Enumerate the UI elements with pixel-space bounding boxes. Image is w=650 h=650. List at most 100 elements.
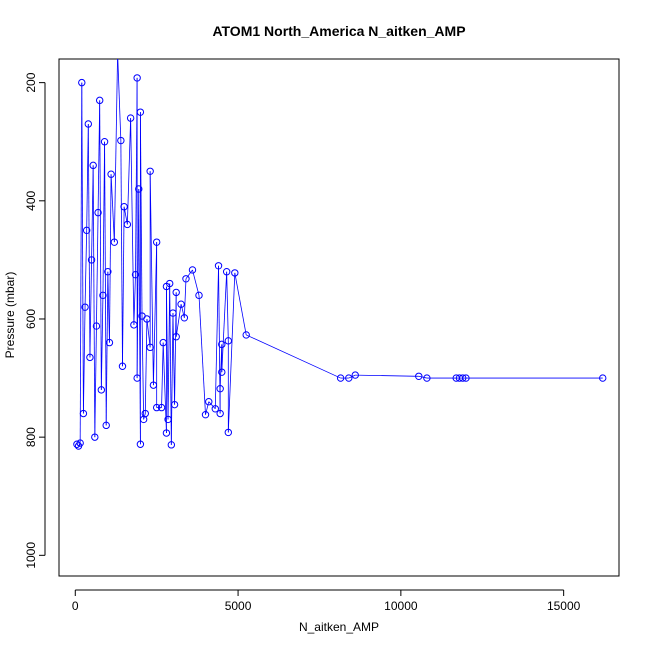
series-segment	[218, 265, 221, 414]
data-point	[107, 170, 115, 178]
series-segment	[141, 316, 145, 420]
series-segment	[185, 269, 193, 280]
series-segment	[234, 272, 247, 336]
data-point	[99, 291, 107, 300]
series-segment	[117, 59, 122, 141]
data-point	[172, 333, 180, 341]
series-segment	[208, 401, 216, 410]
x-tick-label: 0	[72, 599, 79, 613]
series-segment	[79, 82, 83, 444]
data-point	[82, 226, 91, 235]
data-point	[180, 314, 189, 322]
y-tick-label: 1000	[24, 542, 38, 569]
data-point	[120, 203, 128, 211]
y-axis-label: Pressure (mbar)	[3, 272, 17, 359]
series-segment	[130, 118, 135, 325]
data-point	[118, 362, 127, 370]
data-point	[224, 428, 233, 437]
data-point	[78, 78, 86, 87]
x-axis-label: N_aitken_AMP	[299, 620, 379, 634]
series-segment	[109, 174, 112, 343]
data-point	[455, 374, 464, 382]
series-segment	[122, 206, 125, 367]
data-point	[345, 374, 353, 382]
data-point	[81, 303, 89, 311]
series-segment	[135, 77, 138, 275]
series-segment	[174, 292, 177, 405]
series-segment	[144, 318, 148, 414]
data-point	[94, 208, 102, 217]
data-point	[218, 368, 226, 376]
data-point	[136, 108, 145, 116]
series-segment	[126, 118, 132, 225]
series-segment	[162, 342, 167, 434]
data-point	[104, 268, 112, 276]
data-point	[599, 374, 607, 382]
data-point	[130, 321, 138, 329]
data-point	[157, 403, 166, 412]
series-segment	[97, 100, 101, 213]
y-tick-label: 400	[24, 190, 38, 210]
data-point	[87, 256, 96, 264]
data-point	[423, 374, 431, 382]
data-point	[97, 386, 106, 394]
data-point	[110, 238, 119, 246]
data-point	[222, 268, 231, 276]
data-point	[164, 415, 172, 424]
series-segment	[214, 265, 219, 409]
series-segment	[226, 271, 229, 341]
series-segment	[205, 401, 210, 415]
series-lines	[76, 59, 603, 447]
series-segment	[146, 318, 151, 348]
x-tick-label: 15000	[547, 599, 581, 613]
series-segment	[192, 269, 200, 296]
series-segment	[175, 304, 182, 337]
series-segment	[161, 342, 164, 408]
series-segment	[99, 100, 102, 390]
series-segment	[104, 141, 107, 426]
data-point	[146, 167, 154, 175]
data-point	[123, 220, 132, 229]
y-tick-label: 200	[24, 72, 38, 92]
data-point	[205, 397, 213, 406]
data-point	[105, 338, 114, 347]
data-point	[131, 270, 140, 279]
data-point	[91, 433, 99, 441]
series-segment	[170, 313, 174, 445]
series-segment	[149, 171, 154, 386]
series-segment	[355, 374, 419, 377]
chart-title: ATOM1 North_America N_aitken_AMP	[212, 23, 465, 39]
data-point	[231, 269, 239, 277]
data-point	[214, 262, 223, 270]
data-point	[149, 381, 158, 389]
series-segment	[110, 174, 115, 243]
data-point	[146, 343, 154, 352]
series-segment	[183, 278, 187, 318]
data-point	[86, 353, 94, 362]
x-tick-label: 10000	[384, 599, 418, 613]
data-point	[138, 312, 146, 320]
data-point	[216, 409, 224, 418]
series-segment	[153, 242, 158, 386]
data-point	[242, 331, 250, 339]
data-point	[216, 384, 224, 393]
data-point	[169, 309, 177, 317]
data-point	[177, 300, 185, 308]
series-segment	[96, 212, 99, 327]
data-point	[139, 415, 148, 424]
data-point	[218, 340, 226, 349]
data-point	[172, 288, 180, 297]
data-point	[117, 136, 125, 145]
series-segment	[219, 344, 223, 389]
series-segment	[91, 165, 94, 260]
data-point	[92, 322, 101, 330]
data-point	[162, 282, 171, 291]
data-point	[126, 114, 135, 122]
series-segment	[221, 271, 228, 373]
data-point	[159, 338, 167, 347]
data-point	[84, 120, 93, 128]
series-segment	[246, 334, 341, 379]
series-segment	[138, 188, 141, 445]
data-point	[102, 421, 110, 430]
